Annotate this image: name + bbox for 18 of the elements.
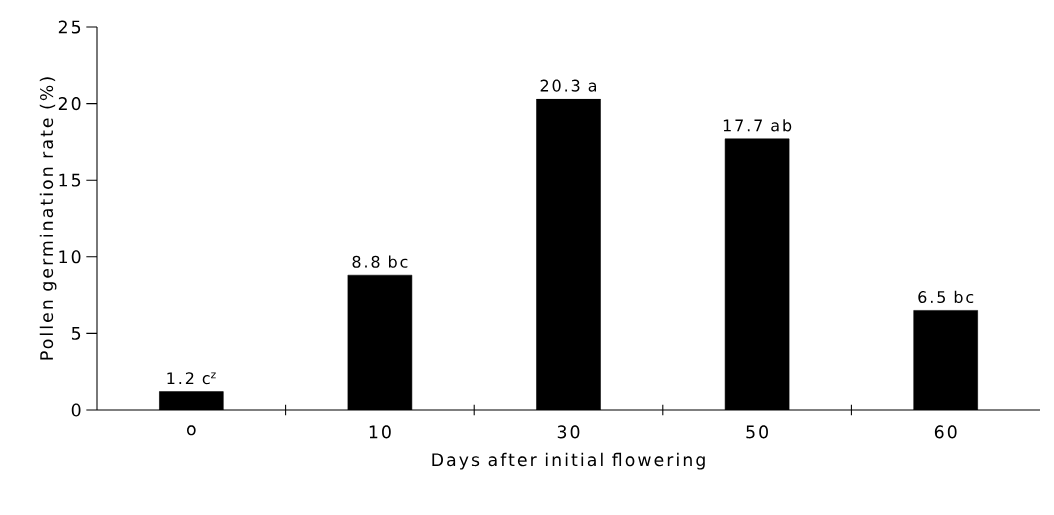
data-label: 8.8 bc xyxy=(352,255,408,268)
y-tick-label: 20 xyxy=(58,97,81,111)
x-tick-label: 50 xyxy=(746,425,768,439)
data-label: 17.7 ab xyxy=(723,119,792,132)
x-tick-label: o xyxy=(186,425,196,436)
y-tick-label: 10 xyxy=(59,250,81,264)
data-label: 6.5 bc xyxy=(918,290,974,304)
data-label: 1.2 c$^{z}$ xyxy=(167,372,216,385)
y-tick-label: 0 xyxy=(71,403,81,417)
y-tick-label: 5 xyxy=(71,326,81,340)
y-tick-label: 25 xyxy=(58,20,81,34)
x-tick-label: 30 xyxy=(557,425,580,439)
x-tick-label: 10 xyxy=(369,425,391,439)
x-axis-title: Days after initial flowering xyxy=(432,452,705,470)
y-axis-title: Pollen germination rate (%) xyxy=(39,77,57,360)
x-tick-label: 60 xyxy=(934,425,957,439)
y-tick-label: 15 xyxy=(59,173,81,187)
data-label: 20.3 a xyxy=(540,79,597,92)
